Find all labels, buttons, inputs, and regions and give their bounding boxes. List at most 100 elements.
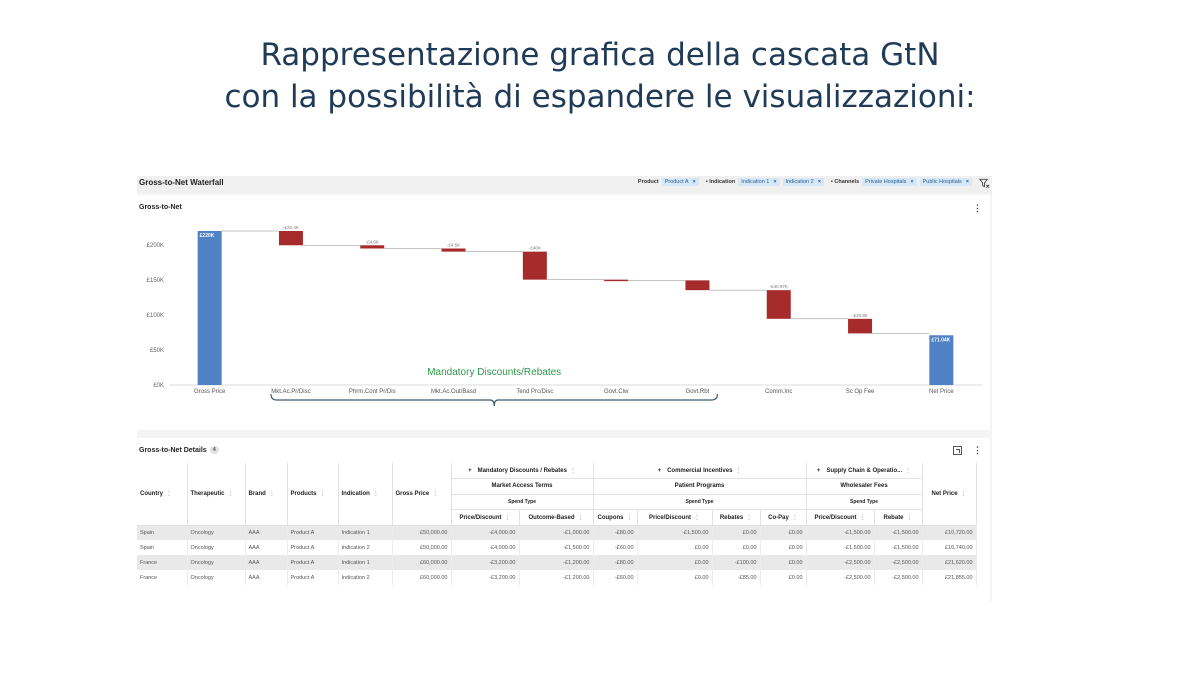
bar-decrease xyxy=(360,245,385,249)
table-cell: £0.00 xyxy=(712,540,761,555)
column-header-label: Co-Pay xyxy=(768,514,789,521)
column-header[interactable]: Products ⋮ xyxy=(287,463,339,526)
group-header-label: Mandatory Discounts / Rebates xyxy=(477,468,567,474)
filter-chip-label: Public Hospitals xyxy=(922,179,962,185)
table-cell: -£80.00 xyxy=(593,525,638,540)
details-title-wrap: Gross-to-Net Details 4 xyxy=(139,446,219,454)
column-header[interactable]: Therapeutic ⋮ xyxy=(187,463,246,526)
annotation-brace xyxy=(270,393,719,407)
bar-decrease xyxy=(441,248,466,252)
group-header[interactable]: + Supply Chain & Operatio... ⋮ xyxy=(806,463,923,479)
sort-icon[interactable]: ⋮ xyxy=(577,514,584,521)
table-row[interactable]: Spain Oncology AAA Product A Indication 2 £50… xyxy=(137,540,977,555)
close-icon[interactable]: × xyxy=(965,179,969,185)
sort-icon[interactable]: ⋮ xyxy=(227,491,234,498)
waterfall-title: Gross-to-Net Waterfall xyxy=(139,178,224,187)
plus-icon[interactable]: + xyxy=(468,468,472,474)
table-cell: -£60.00 xyxy=(593,570,638,585)
waterfall-header: Gross-to-Net Waterfall Product Product A ×… xyxy=(137,176,992,193)
column-header[interactable]: Indication ⋮ xyxy=(338,463,393,526)
sort-icon[interactable]: ⋮ xyxy=(166,491,172,498)
table-cell: £10,720.00 xyxy=(922,525,977,540)
sort-icon[interactable]: ⋮ xyxy=(859,514,866,521)
close-icon[interactable]: × xyxy=(773,179,777,185)
sort-icon[interactable]: ⋮ xyxy=(319,491,326,498)
filter-chip[interactable]: Private Hospitals × xyxy=(862,178,917,186)
sort-icon[interactable]: ⋮ xyxy=(268,491,275,498)
table-cell: £0.00 xyxy=(712,525,761,540)
sort-icon[interactable]: ⋮ xyxy=(432,491,439,498)
page-heading: Rappresentazione grafica della cascata G… xyxy=(0,34,1200,118)
filter-chip[interactable]: Indication 2 × xyxy=(782,178,824,186)
table-cell: Product A xyxy=(287,570,339,585)
table-cell: Product A xyxy=(287,525,339,540)
close-icon[interactable]: × xyxy=(910,179,914,185)
column-header[interactable]: Brand ⋮ xyxy=(245,463,288,526)
bar-total xyxy=(197,231,222,385)
group-header[interactable]: + Commercial Incentives ⋮ xyxy=(593,463,807,479)
expand-icon[interactable] xyxy=(953,446,962,455)
filter-chip[interactable]: Product A × xyxy=(661,178,699,186)
group-header[interactable]: + Mandatory Discounts / Rebates ⋮ xyxy=(451,463,594,479)
column-header[interactable]: Rebates ⋮ xyxy=(712,509,761,526)
filter-label: Product xyxy=(637,179,659,185)
column-header[interactable]: Rebate ⋮ xyxy=(874,509,923,526)
sort-icon[interactable]: ⋮ xyxy=(626,514,633,521)
filter-chip[interactable]: Public Hospitals × xyxy=(919,178,972,186)
table-cell: Indication 2 xyxy=(338,570,393,585)
filter-chip-label: Indication 2 xyxy=(785,179,814,185)
sort-icon[interactable]: ⋮ xyxy=(504,514,511,521)
close-icon[interactable]: × xyxy=(692,179,696,185)
bar-decrease xyxy=(522,251,547,280)
column-header[interactable]: Price/Discount ⋮ xyxy=(806,509,875,526)
close-icon[interactable]: × xyxy=(817,179,821,185)
column-header-label: Gross Price xyxy=(395,491,430,498)
table-row[interactable]: France Oncology AAA Product A Indication 1 £6… xyxy=(137,555,977,570)
table-cell: -£100.00 xyxy=(712,555,761,570)
table-row[interactable]: Spain Oncology AAA Product A Indication 1 £50… xyxy=(137,525,977,540)
group-header-label: Commercial Incentives xyxy=(667,468,733,474)
table-cell: -£3,200.00 xyxy=(451,570,520,585)
sort-icon[interactable]: ⋮ xyxy=(906,514,913,521)
table-cell: France xyxy=(137,555,188,570)
subgroup-header: Market Access Terms xyxy=(451,478,594,495)
table-cell: -£4,000.00 xyxy=(451,540,520,555)
sort-icon[interactable]: ⋮ xyxy=(735,468,742,474)
filter-chip[interactable]: Indication 1 × xyxy=(738,178,780,186)
subgroup-header: Patient Programs xyxy=(593,478,807,495)
column-header-label: Net Price xyxy=(931,491,958,498)
table-cell: -£60.00 xyxy=(593,540,638,555)
filter-icon[interactable] xyxy=(979,177,990,189)
column-header[interactable]: Country ⋮ xyxy=(137,463,188,526)
column-header[interactable]: Price/Discount ⋮ xyxy=(451,509,520,526)
kebab-icon[interactable]: ⋮ xyxy=(973,203,982,213)
sort-icon[interactable]: ⋮ xyxy=(569,468,576,474)
column-header[interactable]: Co-Pay ⋮ xyxy=(760,509,807,526)
table-cell: £0.00 xyxy=(760,540,807,555)
sort-icon[interactable]: ⋮ xyxy=(905,468,912,474)
table-cell: AAA xyxy=(245,525,288,540)
column-header[interactable]: Coupons ⋮ xyxy=(593,509,638,526)
sort-icon[interactable]: ⋮ xyxy=(746,514,753,521)
table-cell: -£1,200.00 xyxy=(519,555,594,570)
sort-icon[interactable]: ⋮ xyxy=(791,514,798,521)
table-cell: -£1,500.00 xyxy=(874,525,923,540)
data-label: £71.04K xyxy=(931,337,950,343)
column-header[interactable]: Gross Price ⋮ xyxy=(392,463,452,526)
sort-icon[interactable]: ⋮ xyxy=(694,514,700,521)
table-cell: £16,740.00 xyxy=(922,540,977,555)
chart-title: Gross-to-Net xyxy=(139,204,182,211)
sort-icon[interactable]: ⋮ xyxy=(960,491,967,498)
column-header[interactable]: Net Price ⋮ xyxy=(922,463,977,526)
kebab-icon[interactable]: ⋮ xyxy=(973,445,982,455)
table-cell: -£85.00 xyxy=(712,570,761,585)
sort-icon[interactable]: ⋮ xyxy=(372,491,379,498)
x-tick-label: Gross Price xyxy=(194,389,226,395)
table-row[interactable]: France Oncology AAA Product A Indication 2 £6… xyxy=(137,570,977,585)
table-cell: £0.00 xyxy=(760,555,807,570)
column-header[interactable]: Price/Discount ⋮ xyxy=(637,509,713,526)
plus-icon[interactable]: + xyxy=(657,468,662,474)
column-header[interactable]: Outcome-Based ⋮ xyxy=(519,509,594,526)
data-label: -£40K xyxy=(529,246,541,251)
plus-icon[interactable]: + xyxy=(816,468,821,474)
